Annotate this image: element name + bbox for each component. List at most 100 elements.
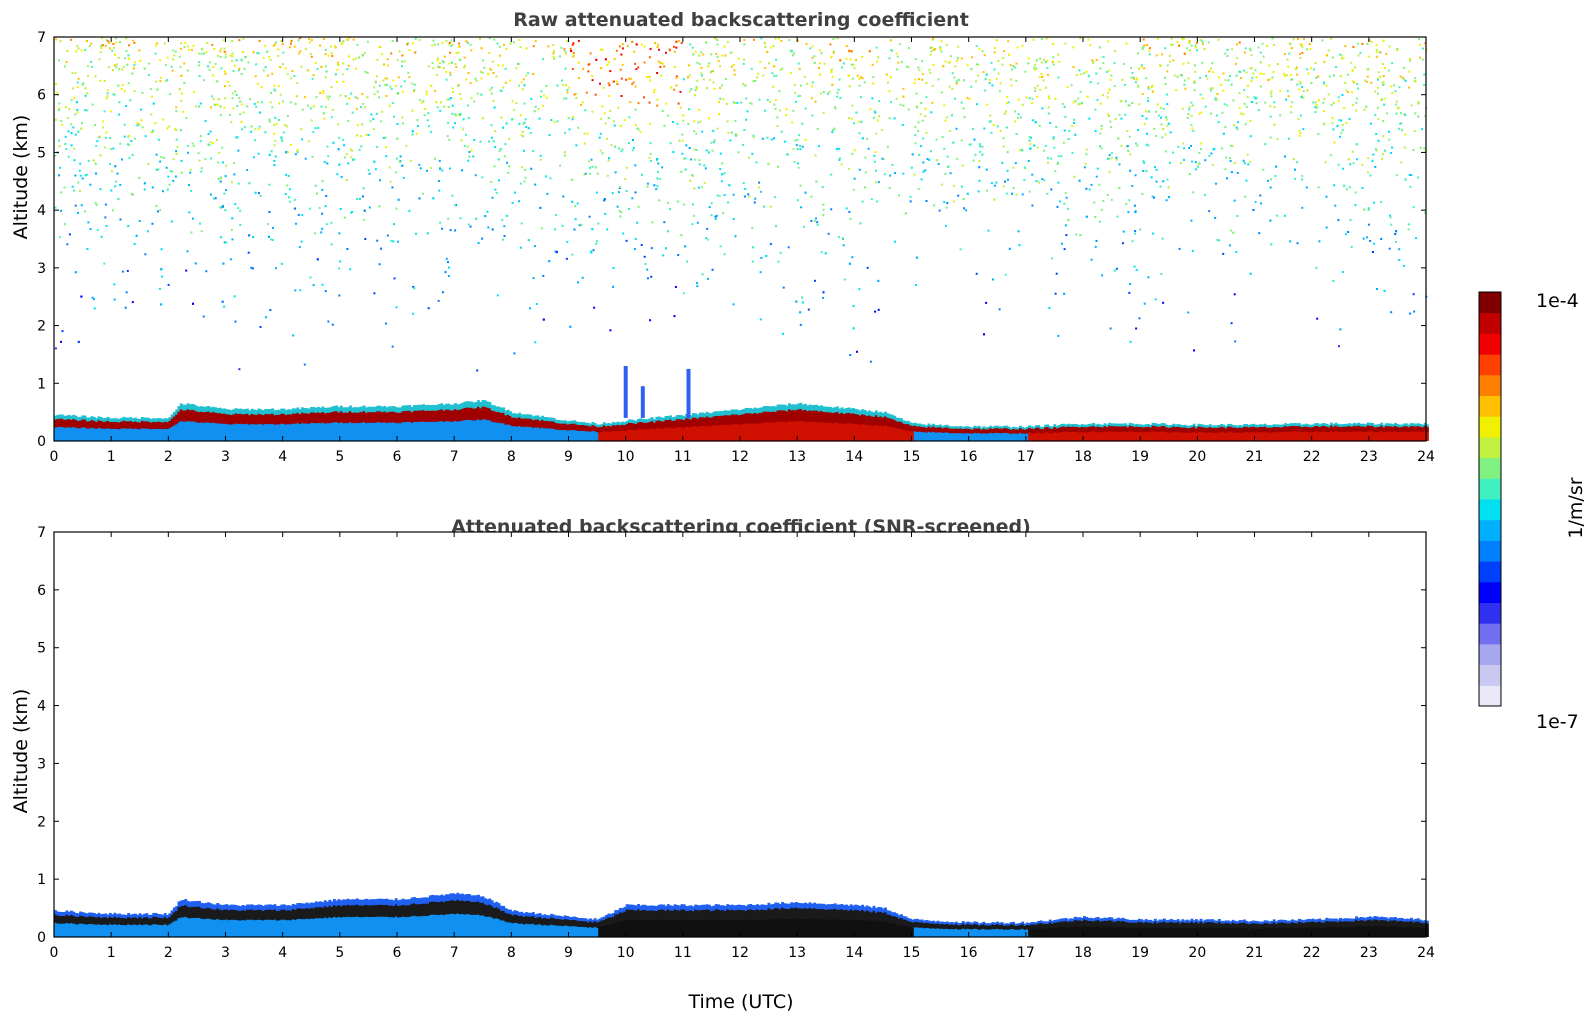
layer-column-bottom bbox=[70, 427, 73, 441]
noise-pixel bbox=[1352, 45, 1355, 48]
noise-pixel bbox=[1017, 117, 1019, 119]
noise-pixel bbox=[659, 178, 662, 181]
noise-pixel bbox=[1070, 84, 1073, 87]
noise-pixel bbox=[64, 65, 66, 68]
noise-pixel bbox=[502, 238, 504, 241]
noise-pixel bbox=[625, 239, 628, 242]
layer-column-core bbox=[168, 420, 172, 429]
noise-pixel bbox=[316, 192, 318, 195]
layer-column-bottom bbox=[570, 429, 574, 441]
noise-pixel bbox=[1045, 86, 1047, 89]
noise-pixel bbox=[213, 103, 216, 106]
noise-pixel bbox=[498, 45, 501, 48]
layer-column-bottom bbox=[122, 427, 126, 441]
noise-pixel bbox=[319, 92, 322, 94]
noise-pixel bbox=[976, 103, 979, 106]
noise-pixel bbox=[84, 87, 87, 90]
noise-pixel bbox=[985, 73, 988, 76]
noise-pixel bbox=[561, 224, 564, 227]
noise-pixel bbox=[488, 140, 491, 143]
layer-column-bottom bbox=[824, 422, 828, 441]
noise-pixel bbox=[216, 80, 219, 83]
noise-pixel bbox=[152, 102, 155, 105]
layer-column-core bbox=[380, 411, 384, 423]
noise-pixel bbox=[222, 262, 225, 265]
noise-pixel bbox=[1107, 69, 1110, 72]
layer-column-core bbox=[58, 418, 62, 427]
noise-pixel bbox=[1238, 106, 1241, 109]
noise-pixel bbox=[282, 63, 284, 66]
noise-pixel bbox=[571, 68, 574, 71]
noise-pixel bbox=[951, 114, 953, 117]
noise-pixel bbox=[197, 64, 200, 67]
noise-pixel bbox=[1236, 43, 1238, 46]
noise-pixel bbox=[995, 181, 998, 184]
noise-pixel bbox=[1167, 196, 1170, 199]
layer-column-bottom bbox=[918, 431, 922, 441]
layer-column-bottom bbox=[300, 422, 304, 441]
layer-column-core bbox=[531, 419, 535, 428]
layer-column-top bbox=[168, 417, 172, 422]
layer-column-core bbox=[671, 420, 675, 429]
layer-column-bottom bbox=[330, 422, 334, 441]
noise-pixel bbox=[647, 277, 649, 280]
noise-pixel bbox=[781, 67, 784, 70]
noise-pixel bbox=[525, 74, 528, 77]
noise-pixel bbox=[669, 142, 672, 145]
noise-pixel bbox=[1251, 101, 1254, 103]
noise-pixel bbox=[1007, 101, 1010, 104]
noise-pixel bbox=[378, 205, 381, 208]
noise-pixel bbox=[991, 84, 994, 87]
noise-pixel bbox=[1233, 162, 1236, 165]
layer-column-core bbox=[216, 412, 220, 424]
noise-pixel bbox=[194, 105, 197, 108]
layer-column-core bbox=[392, 411, 396, 423]
noise-pixel bbox=[1339, 75, 1342, 78]
noise-pixel bbox=[930, 50, 933, 53]
layer-column-core bbox=[575, 424, 579, 431]
layer-column-core bbox=[826, 411, 830, 423]
layer-column-bottom bbox=[184, 421, 188, 441]
layer-column-top bbox=[833, 407, 837, 413]
noise-pixel bbox=[1292, 158, 1295, 161]
layer-column-bottom bbox=[854, 423, 858, 441]
layer-column-bottom bbox=[673, 427, 677, 441]
noise-pixel bbox=[1384, 97, 1387, 100]
noise-pixel bbox=[1130, 76, 1133, 79]
noise-pixel bbox=[718, 195, 721, 198]
noise-pixel bbox=[1114, 118, 1117, 121]
noise-pixel bbox=[1085, 148, 1088, 151]
layer-column-core bbox=[374, 411, 378, 423]
noise-pixel bbox=[1192, 129, 1195, 132]
noise-pixel bbox=[1209, 67, 1212, 70]
layer-column-bottom bbox=[298, 423, 302, 441]
layer-column-bottom bbox=[881, 425, 885, 441]
noise-pixel bbox=[1134, 211, 1137, 214]
noise-pixel bbox=[157, 168, 160, 171]
noise-pixel bbox=[216, 103, 219, 106]
layer-column-top bbox=[916, 423, 919, 427]
noise-pixel bbox=[773, 137, 776, 140]
noise-pixel bbox=[448, 138, 451, 141]
noise-pixel bbox=[1351, 91, 1353, 94]
layer-column-bottom bbox=[591, 430, 595, 441]
noise-pixel bbox=[237, 182, 240, 185]
layer-column-bottom bbox=[461, 419, 464, 441]
noise-pixel bbox=[385, 84, 388, 86]
layer-column-core bbox=[758, 412, 762, 424]
noise-pixel bbox=[133, 243, 136, 246]
noise-pixel bbox=[323, 161, 326, 163]
noise-pixel bbox=[284, 67, 287, 70]
noise-pixel bbox=[180, 42, 183, 45]
noise-pixel bbox=[438, 62, 441, 65]
noise-pixel bbox=[121, 158, 123, 161]
noise-pixel bbox=[1170, 43, 1172, 46]
layer-column-bottom bbox=[675, 426, 679, 441]
noise-pixel bbox=[1041, 107, 1044, 110]
noise-pixel bbox=[610, 144, 613, 146]
noise-pixel bbox=[838, 158, 841, 161]
noise-pixel bbox=[1089, 81, 1092, 84]
layer-column-core bbox=[506, 414, 510, 425]
noise-pixel bbox=[1155, 54, 1158, 57]
noise-pixel bbox=[383, 63, 385, 66]
